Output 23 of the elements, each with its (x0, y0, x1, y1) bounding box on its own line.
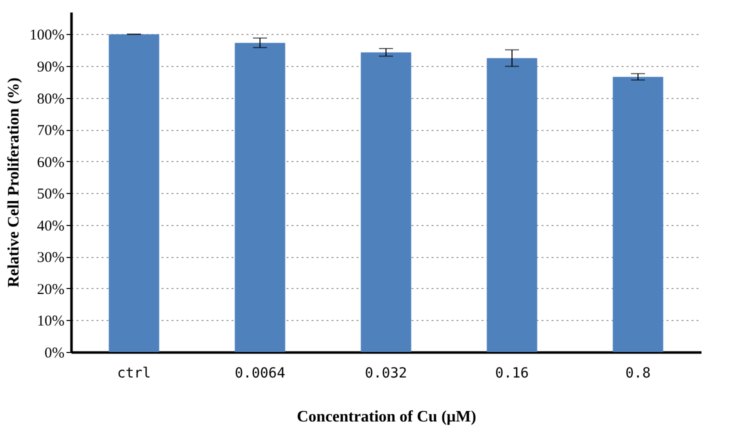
y-tick-label: 90% (37, 60, 64, 76)
y-tick-label: 10% (37, 314, 64, 330)
bar (234, 42, 286, 352)
y-tick-label: 60% (37, 154, 64, 171)
y-tick-label: 20% (37, 282, 64, 298)
x-axis-title: Concentration of Cu (μM) (296, 408, 476, 426)
bar (108, 34, 160, 352)
y-tick-label: 30% (37, 250, 64, 266)
x-tick-label: ctrl (117, 366, 151, 382)
y-tick-label: 50% (37, 186, 64, 203)
bar (612, 76, 664, 352)
x-tick-label: 0.032 (364, 366, 408, 382)
y-tick-label: 80% (37, 91, 64, 108)
x-tick-label: 0.0064 (234, 366, 286, 382)
bar (360, 52, 412, 352)
x-tick-label: 0.8 (625, 366, 651, 382)
y-tick-label: 70% (37, 123, 64, 140)
x-tick-label: 0.16 (495, 366, 529, 382)
y-tick-label: 40% (37, 218, 64, 234)
y-tick-label: 0% (44, 346, 64, 362)
y-tick-label: 100% (30, 28, 64, 44)
y-axis-title: Relative Cell Proliferation (%) (6, 78, 23, 288)
bar (486, 58, 538, 352)
